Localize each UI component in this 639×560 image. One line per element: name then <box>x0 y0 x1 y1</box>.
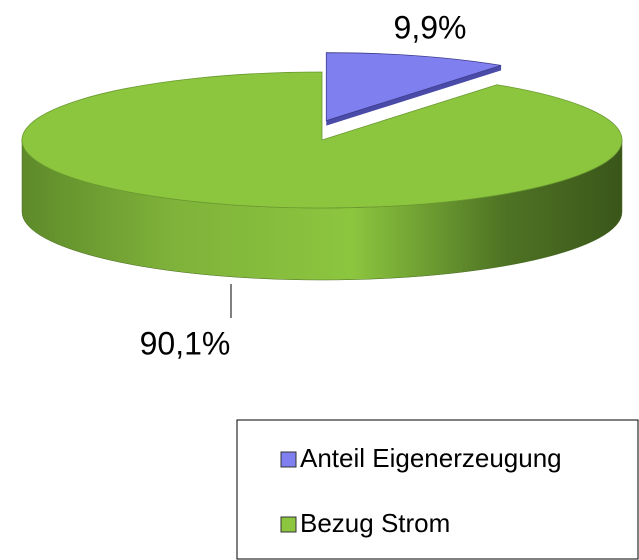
slice <box>325 52 502 122</box>
legend-swatch <box>280 451 297 468</box>
pie: 9,9% 90,1% <box>21 9 623 361</box>
legend-swatch <box>280 516 297 533</box>
slice <box>21 71 623 209</box>
data-label: 9,9% <box>394 9 467 45</box>
legend-label: Anteil Eigenerzeugung <box>300 443 562 473</box>
legend: Anteil Eigenerzeugung Bezug Strom <box>280 443 562 538</box>
data-label: 90,1% <box>140 325 231 361</box>
legend-box <box>236 419 639 560</box>
slice-edge <box>326 65 502 126</box>
legend-label: Bezug Strom <box>300 508 450 538</box>
